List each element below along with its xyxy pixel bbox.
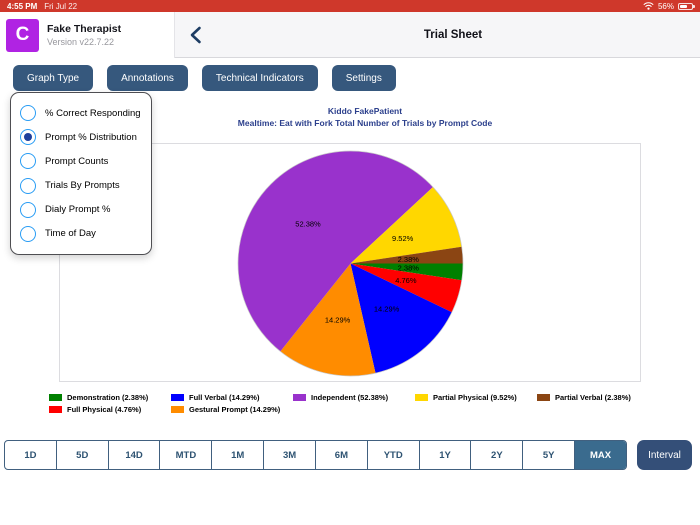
range-option-1m[interactable]: 1M: [212, 441, 265, 469]
menu-option-label: Prompt % Distribution: [45, 131, 137, 143]
menu-option-dialy-prompt[interactable]: Dialy Prompt %: [11, 201, 151, 218]
legend-item-independent: Independent (52.38%): [293, 393, 415, 402]
menu-option-label: % Correct Responding: [45, 107, 141, 119]
nav-bar: Trial Sheet: [175, 12, 700, 58]
technical-indicators-button[interactable]: Technical Indicators: [201, 65, 318, 91]
range-option-5d[interactable]: 5D: [57, 441, 109, 469]
legend-label: Full Physical (4.76%): [67, 404, 142, 414]
legend-swatch: [537, 394, 550, 402]
legend-swatch: [171, 394, 184, 402]
pie-percent-label: 9.52%: [392, 234, 414, 243]
range-option-6m[interactable]: 6M: [316, 441, 368, 469]
pie-percent-label: 52.38%: [295, 220, 321, 229]
pie-slice-independent: [237, 150, 433, 352]
legend-row: Demonstration (2.38%) Full Verbal (14.29%…: [49, 392, 700, 404]
pie-slice-partial-physical: [350, 187, 462, 264]
status-date: Fri Jul 22: [44, 1, 78, 11]
pie-percent-label: 2.38%: [398, 263, 420, 272]
pie-slice-demonstration: [350, 263, 463, 281]
menu-option-correct-responding[interactable]: % Correct Responding: [11, 105, 151, 122]
pie-percent-label: 2.38%: [398, 255, 420, 264]
legend-swatch: [49, 405, 62, 413]
chevron-left-icon: [190, 26, 201, 44]
range-option-5y[interactable]: 5Y: [523, 441, 576, 469]
menu-option-time-of-day[interactable]: Time of Day: [11, 225, 151, 242]
page-title: Trial Sheet: [423, 29, 483, 41]
header-bar: C Fake Therapist Version v22.7.22 Trial …: [0, 12, 700, 58]
radio-icon[interactable]: [20, 105, 36, 122]
menu-option-prompt-counts[interactable]: Prompt Counts: [11, 153, 151, 170]
menu-option-label: Prompt Counts: [45, 155, 109, 167]
pie-percent-label: 4.76%: [395, 276, 417, 285]
legend-item-full-verbal: Full Verbal (14.29%): [171, 393, 293, 402]
app-name: Fake Therapist: [47, 23, 122, 35]
pie-percent-label: 14.29%: [325, 316, 351, 325]
action-button-row: Graph Type Annotations Technical Indicat…: [13, 65, 396, 91]
legend-label: Demonstration (2.38%): [67, 393, 149, 403]
pie-chart: 2.38% 4.76% 14.29% 14.29% 52.38% 9.52% 2.38%: [237, 150, 464, 382]
range-option-ytd[interactable]: YTD: [368, 441, 420, 469]
legend-label: Partial Verbal (2.38%): [555, 393, 631, 403]
range-option-14d[interactable]: 14D: [109, 441, 161, 469]
range-option-mtd[interactable]: MTD: [160, 441, 213, 469]
app-card: C Fake Therapist Version v22.7.22: [0, 12, 175, 58]
legend-label: Full Verbal (14.29%): [189, 393, 260, 403]
legend-row: Full Physical (4.76%) Gestural Prompt (14…: [49, 404, 700, 416]
range-option-3m[interactable]: 3M: [264, 441, 316, 469]
range-option-1d[interactable]: 1D: [5, 441, 57, 469]
menu-option-label: Trials By Prompts: [45, 180, 120, 192]
wifi-icon: [643, 2, 654, 10]
pie-outline: [237, 150, 464, 377]
legend-item-partial-verbal: Partial Verbal (2.38%): [537, 393, 659, 402]
legend-label: Gestural Prompt (14.29%): [189, 404, 281, 414]
app-logo: C: [6, 18, 39, 52]
pie-percent-label: 14.29%: [374, 304, 400, 313]
status-time: 4:55 PM: [7, 1, 38, 11]
menu-option-label: Dialy Prompt %: [45, 204, 111, 216]
recording-status-bar[interactable]: 4:55 PM Fri Jul 22 56%: [0, 0, 700, 12]
menu-option-prompt-distribution[interactable]: Prompt % Distribution: [11, 129, 151, 146]
graph-type-menu: % Correct Responding Prompt % Distributio…: [10, 92, 152, 255]
graph-type-button[interactable]: Graph Type: [13, 65, 94, 91]
battery-percent: 56%: [657, 1, 674, 11]
legend-label: Partial Physical (9.52%): [433, 393, 517, 403]
settings-button[interactable]: Settings: [331, 65, 396, 91]
menu-option-label: Time of Day: [45, 228, 96, 240]
pie-slice-full-verbal: [350, 263, 452, 374]
legend-label: Independent (52.38%): [311, 393, 389, 403]
time-range-bar: 1D 5D 14D MTD 1M 3M 6M YTD 1Y 2Y 5Y MAX: [4, 440, 627, 470]
radio-selected-icon[interactable]: [20, 129, 36, 146]
chart-title-block: Kiddo FakePatient Mealtime: Eat with For…: [74, 105, 656, 130]
legend-item-gestural-prompt: Gestural Prompt (14.29%): [171, 405, 293, 414]
legend-swatch: [293, 394, 306, 402]
range-option-2y[interactable]: 2Y: [471, 441, 524, 469]
radio-icon[interactable]: [20, 177, 36, 194]
battery-icon: [678, 2, 695, 10]
radio-icon[interactable]: [20, 201, 36, 218]
pie-slice-full-physical: [350, 263, 462, 313]
radio-icon[interactable]: [20, 153, 36, 170]
app-version: Version v22.7.22: [47, 37, 115, 47]
legend-swatch: [415, 394, 428, 402]
pie-slice-partial-verbal: [350, 246, 463, 264]
radio-icon[interactable]: [20, 225, 36, 242]
legend-item-full-physical: Full Physical (4.76%): [49, 405, 171, 414]
legend-item-partial-physical: Partial Physical (9.52%): [415, 393, 537, 402]
chart-subtitle: Mealtime: Eat with Fork Total Number of …: [237, 118, 493, 129]
legend-swatch: [49, 394, 62, 402]
menu-option-trials-by-prompts[interactable]: Trials By Prompts: [11, 177, 151, 194]
range-option-max[interactable]: MAX: [575, 441, 626, 469]
chart-legend: Demonstration (2.38%) Full Verbal (14.29%…: [0, 392, 700, 415]
chart-title: Kiddo FakePatient: [327, 106, 403, 116]
legend-swatch: [171, 405, 184, 413]
annotations-button[interactable]: Annotations: [107, 65, 188, 91]
legend-item-demonstration: Demonstration (2.38%): [49, 393, 171, 402]
back-button[interactable]: [189, 26, 202, 44]
range-option-1y[interactable]: 1Y: [420, 441, 472, 469]
pie-slice-gestural-prompt: [280, 263, 376, 376]
interval-button[interactable]: Interval: [637, 440, 692, 470]
